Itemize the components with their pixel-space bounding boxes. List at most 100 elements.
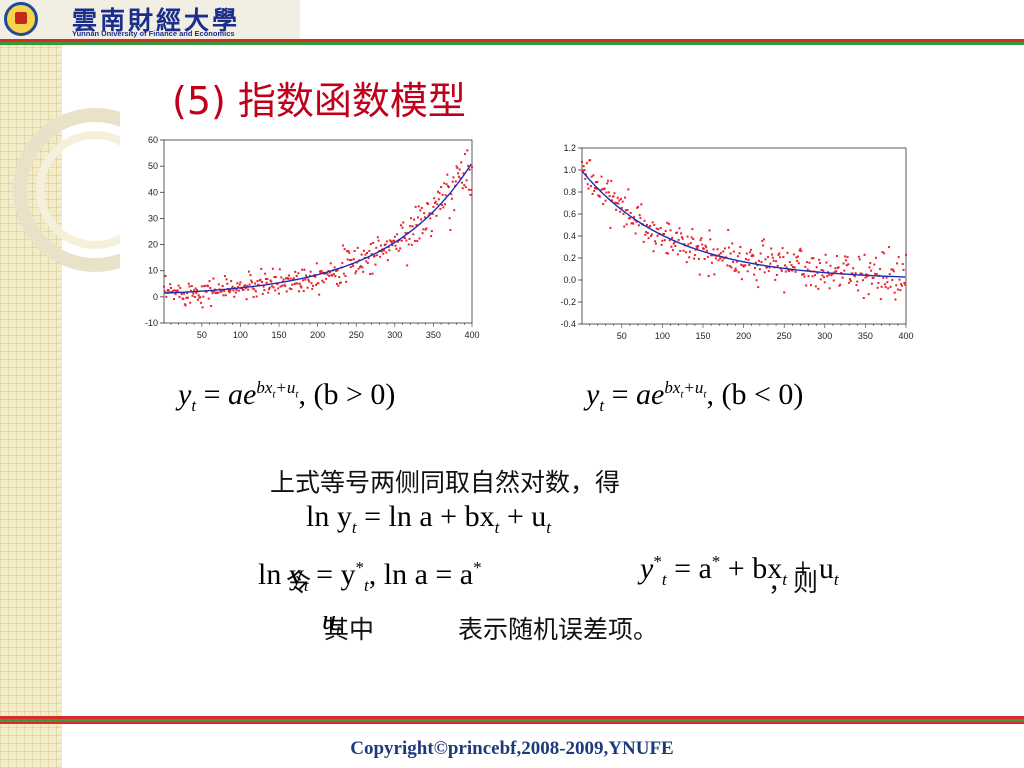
data-point xyxy=(672,242,675,245)
data-point xyxy=(602,203,605,206)
data-point xyxy=(295,274,298,277)
data-point xyxy=(317,282,320,285)
data-point xyxy=(284,277,287,280)
data-point xyxy=(247,270,250,273)
data-point xyxy=(663,232,666,235)
data-point xyxy=(868,266,871,269)
text-then: ，则 xyxy=(768,568,819,597)
data-point xyxy=(809,284,812,287)
data-point xyxy=(335,269,338,272)
data-point xyxy=(904,283,907,286)
data-point xyxy=(414,205,417,208)
data-point xyxy=(861,273,864,276)
data-point xyxy=(849,279,852,282)
data-point xyxy=(239,281,242,284)
data-point xyxy=(209,287,212,290)
data-point xyxy=(680,236,683,239)
data-point xyxy=(456,166,459,169)
data-point xyxy=(833,271,836,274)
data-point xyxy=(657,228,660,231)
data-point xyxy=(870,282,873,285)
data-point xyxy=(221,284,224,287)
y-tick-label: 20 xyxy=(148,240,158,250)
data-point xyxy=(702,247,705,250)
data-point xyxy=(754,261,757,264)
data-point xyxy=(856,280,859,283)
data-point xyxy=(829,264,832,267)
data-point xyxy=(334,275,337,278)
data-point xyxy=(470,188,473,191)
data-point xyxy=(372,241,375,244)
data-point xyxy=(264,278,267,281)
data-point xyxy=(884,285,887,288)
data-point xyxy=(646,232,649,235)
data-point xyxy=(231,285,234,288)
data-point xyxy=(399,247,402,250)
data-point xyxy=(361,266,364,269)
data-point xyxy=(766,266,769,269)
data-point xyxy=(581,169,584,172)
data-point xyxy=(207,297,210,300)
data-point xyxy=(179,286,182,289)
data-point xyxy=(259,278,262,281)
data-point xyxy=(360,253,363,256)
data-point xyxy=(464,153,467,156)
data-point xyxy=(272,286,275,289)
data-point xyxy=(224,294,227,297)
data-point xyxy=(783,291,786,294)
data-point xyxy=(893,291,896,294)
data-point xyxy=(390,241,393,244)
data-point xyxy=(309,270,312,273)
data-point xyxy=(606,182,609,185)
data-point xyxy=(190,285,193,288)
header: 雲南財經大學 Yunnan University of Finance and … xyxy=(0,0,1024,44)
data-point xyxy=(661,239,664,242)
eq-ln-a: ln y xyxy=(306,500,352,533)
data-point xyxy=(723,247,726,250)
data-point xyxy=(814,274,817,277)
data-point xyxy=(650,233,653,236)
data-point xyxy=(654,240,657,243)
data-point xyxy=(163,290,166,293)
data-point xyxy=(837,266,840,269)
data-point xyxy=(905,253,907,256)
data-point xyxy=(183,292,186,295)
data-point xyxy=(467,188,470,191)
data-point xyxy=(847,263,850,266)
data-point xyxy=(624,209,627,212)
data-point xyxy=(600,175,603,178)
data-point xyxy=(425,227,428,230)
y-tick-label: 10 xyxy=(148,266,158,276)
data-point xyxy=(880,285,883,288)
y-tick-label: 1.0 xyxy=(563,165,576,175)
data-point xyxy=(407,243,410,246)
data-point xyxy=(594,181,597,184)
data-point xyxy=(464,186,467,189)
data-point xyxy=(792,253,795,256)
data-point xyxy=(266,277,269,280)
data-point xyxy=(192,292,195,295)
data-point xyxy=(190,289,193,292)
data-point xyxy=(375,246,378,249)
data-point xyxy=(449,228,452,231)
data-point xyxy=(298,290,301,293)
data-point xyxy=(684,251,687,254)
data-point xyxy=(855,284,858,287)
data-point xyxy=(453,209,456,212)
data-point xyxy=(310,282,313,285)
data-point xyxy=(622,212,625,215)
data-point xyxy=(894,298,897,301)
data-point xyxy=(182,298,185,301)
data-point xyxy=(296,282,299,285)
data-point xyxy=(663,239,666,242)
data-point xyxy=(673,241,676,244)
eq-exp-sub: t xyxy=(680,388,684,401)
text-take-log: 上式等号两侧同取自然对数，得 xyxy=(270,468,621,497)
data-point xyxy=(722,250,725,253)
data-point xyxy=(595,187,598,190)
data-point xyxy=(442,206,445,209)
data-point xyxy=(835,255,838,258)
data-point xyxy=(623,225,626,228)
chart-exponential-decay: -0.4 -0.2 0.0 0.2 0.4 0.6 0.8 1.0 1.2 50 100 150 200… xyxy=(560,143,913,341)
data-point xyxy=(430,230,433,233)
